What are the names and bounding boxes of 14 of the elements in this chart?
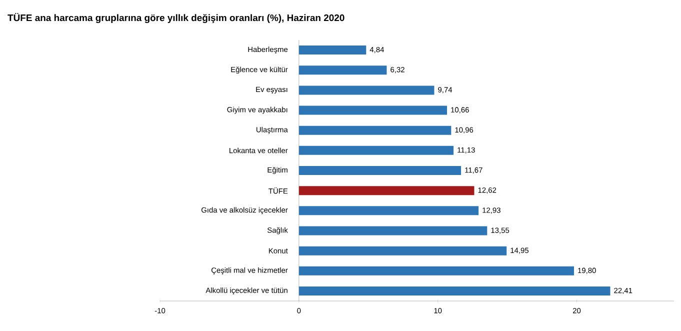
bar [298, 46, 366, 55]
bar [298, 246, 507, 256]
bar [298, 206, 479, 216]
bar [298, 106, 448, 115]
bar [298, 266, 574, 276]
bar [298, 166, 462, 176]
bar [298, 226, 488, 236]
bar [298, 186, 474, 196]
bar [298, 286, 610, 296]
chart-title: TÜFE ana harcama gruplarına göre yıllık değişim oranları (%), Haziran 2020 [8, 12, 344, 24]
bar [298, 146, 454, 155]
bar [298, 126, 452, 135]
bar [298, 86, 434, 95]
bar [298, 66, 387, 75]
